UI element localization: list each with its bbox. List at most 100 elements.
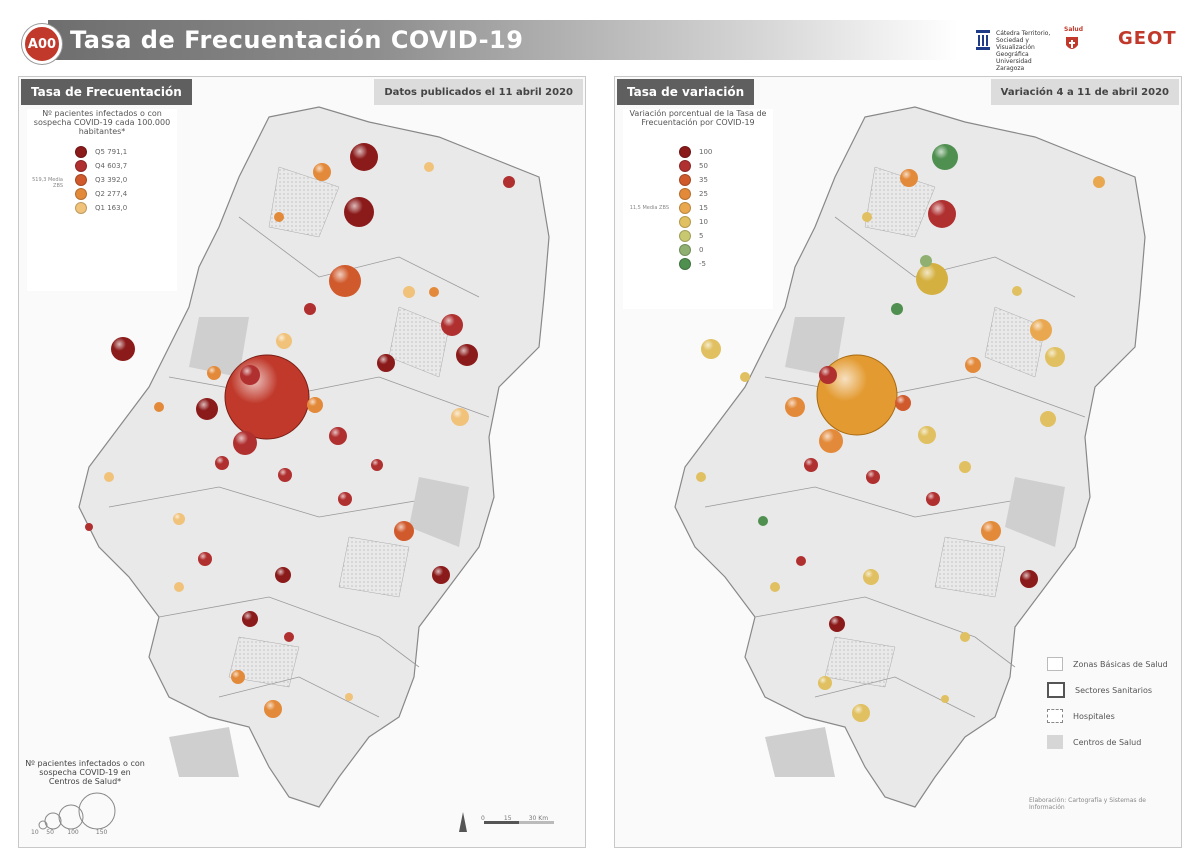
map-legend-label: Zonas Básicas de Salud [1073,659,1168,669]
map-legend-row: Sectores Sanitarios [1047,677,1177,703]
map-legend-row: Hospitales [1047,703,1177,729]
quantile-list: Q5 791,1 Q4 603,7 Q3 392,0 Q2 277,4 Q1 163,0 [75,145,127,215]
variation-label: 100 [699,148,713,156]
bubble [345,693,353,701]
variation-label: 5 [699,232,704,240]
size-legend-note: Nº pacientes infectados o con sospecha C… [25,759,145,786]
variation-swatch [679,160,691,172]
variation-row: 5 [679,229,712,243]
quantile-label: Q1 163,0 [95,204,128,212]
aragon-region [674,106,1146,808]
size-value: 150 [95,829,108,836]
map-legend-label: Centros de Salud [1073,737,1142,747]
variation-row: 10 [679,215,712,229]
quantile-swatch [75,202,87,214]
size-legend [38,792,116,830]
scale-bar [459,812,554,832]
bubble [1093,176,1105,188]
variation-swatch [679,202,691,214]
variation-label: -5 [699,260,706,268]
aragon-region [78,106,550,808]
bubble [304,303,316,315]
bubble [1012,286,1022,296]
logo-catedra-text: Cátedra Territorio, Sociedad y Visualiza… [996,30,1051,72]
bubble [174,582,184,592]
legend-title: Nº pacientes infectados o con sospecha C… [33,109,171,136]
variation-row: 15 [679,201,712,215]
bubble [1040,411,1056,427]
legend-title: Variación porcentual de la Tasa de Frecu… [629,109,767,127]
quantile-swatch [75,160,87,172]
left-map-svg [38,106,554,832]
quantile-swatch [75,174,87,186]
variation-swatch [679,188,691,200]
bubble [154,402,164,412]
catedra-logo-icon [974,28,992,52]
scale-label: 0 [481,815,485,822]
size-value: 50 [46,829,54,836]
quantile-row: Q4 603,7 [75,159,127,173]
variation-legend: Variación porcentual de la Tasa de Frecu… [623,109,773,309]
scale-labels: 0 15 30 Km [481,815,561,822]
variation-swatch [679,146,691,158]
map-legend-swatch [1047,682,1065,698]
quantile-swatch [75,188,87,200]
quantile-label: Q3 392,0 [95,176,128,184]
right-map-panel: Tasa de variación Variación 4 a 11 de ab… [614,76,1182,848]
bubble [274,212,284,222]
variation-label: 50 [699,162,708,170]
left-bubbles [85,143,515,718]
class-list: 100 50 35 25 15 10 5 0 -5 [679,145,712,271]
median-label: 519,3 Media ZBS [32,177,63,189]
bubble [424,162,434,172]
variation-swatch [679,244,691,256]
variation-row: 25 [679,187,712,201]
bubble [960,632,970,642]
bubble [758,516,768,526]
quantile-row: Q1 163,0 [75,201,127,215]
variation-swatch [679,174,691,186]
logos: Cátedra Territorio, Sociedad y Visualiza… [974,26,1124,72]
bubble [85,523,93,531]
variation-label: 15 [699,204,708,212]
header-bar [48,20,958,60]
quantile-legend: Nº pacientes infectados o con sospecha C… [27,109,177,291]
bubble [770,582,780,592]
right-panel-date: Variación 4 a 11 de abril 2020 [990,79,1179,105]
bubble [104,472,114,482]
quantile-row: Q5 791,1 [75,145,127,159]
bubble [796,556,806,566]
quantile-label: Q5 791,1 [95,148,128,156]
quantile-row: Q2 277,4 [75,187,127,201]
map-legend-swatch [1047,657,1063,671]
size-value: 10 [31,829,39,836]
variation-row: -5 [679,257,712,271]
left-panel-date: Datos publicados el 11 abril 2020 [374,79,583,105]
page-title: Tasa de Frecuentación COVID-19 [70,26,524,54]
variation-label: 10 [699,218,708,226]
bubble [959,461,971,473]
map-legend-swatch [1047,709,1063,723]
logo-geot: GEOT [1118,28,1177,49]
variation-label: 25 [699,190,708,198]
variation-row: 0 [679,243,712,257]
size-legend-values: 10 50 100 150 [31,829,107,836]
left-map-panel: Tasa de Frecuentación Datos publicados e… [18,76,586,848]
quantile-label: Q4 603,7 [95,162,128,170]
quantile-swatch [75,146,87,158]
map-code-badge: A00 [22,24,62,64]
quantile-label: Q2 277,4 [95,190,128,198]
bubble [403,286,415,298]
variation-label: 0 [699,246,704,254]
variation-swatch [679,216,691,228]
quantile-row: Q3 392,0 [75,173,127,187]
variation-swatch [679,258,691,270]
logo-salud-text: Salud [1064,26,1083,33]
bubble [503,176,515,188]
bubble [862,212,872,222]
variation-swatch [679,230,691,242]
salud-logo: Salud [1064,26,1086,56]
variation-row: 100 [679,145,712,159]
map-legend-label: Sectores Sanitarios [1075,685,1153,695]
right-map-svg [674,106,1146,808]
